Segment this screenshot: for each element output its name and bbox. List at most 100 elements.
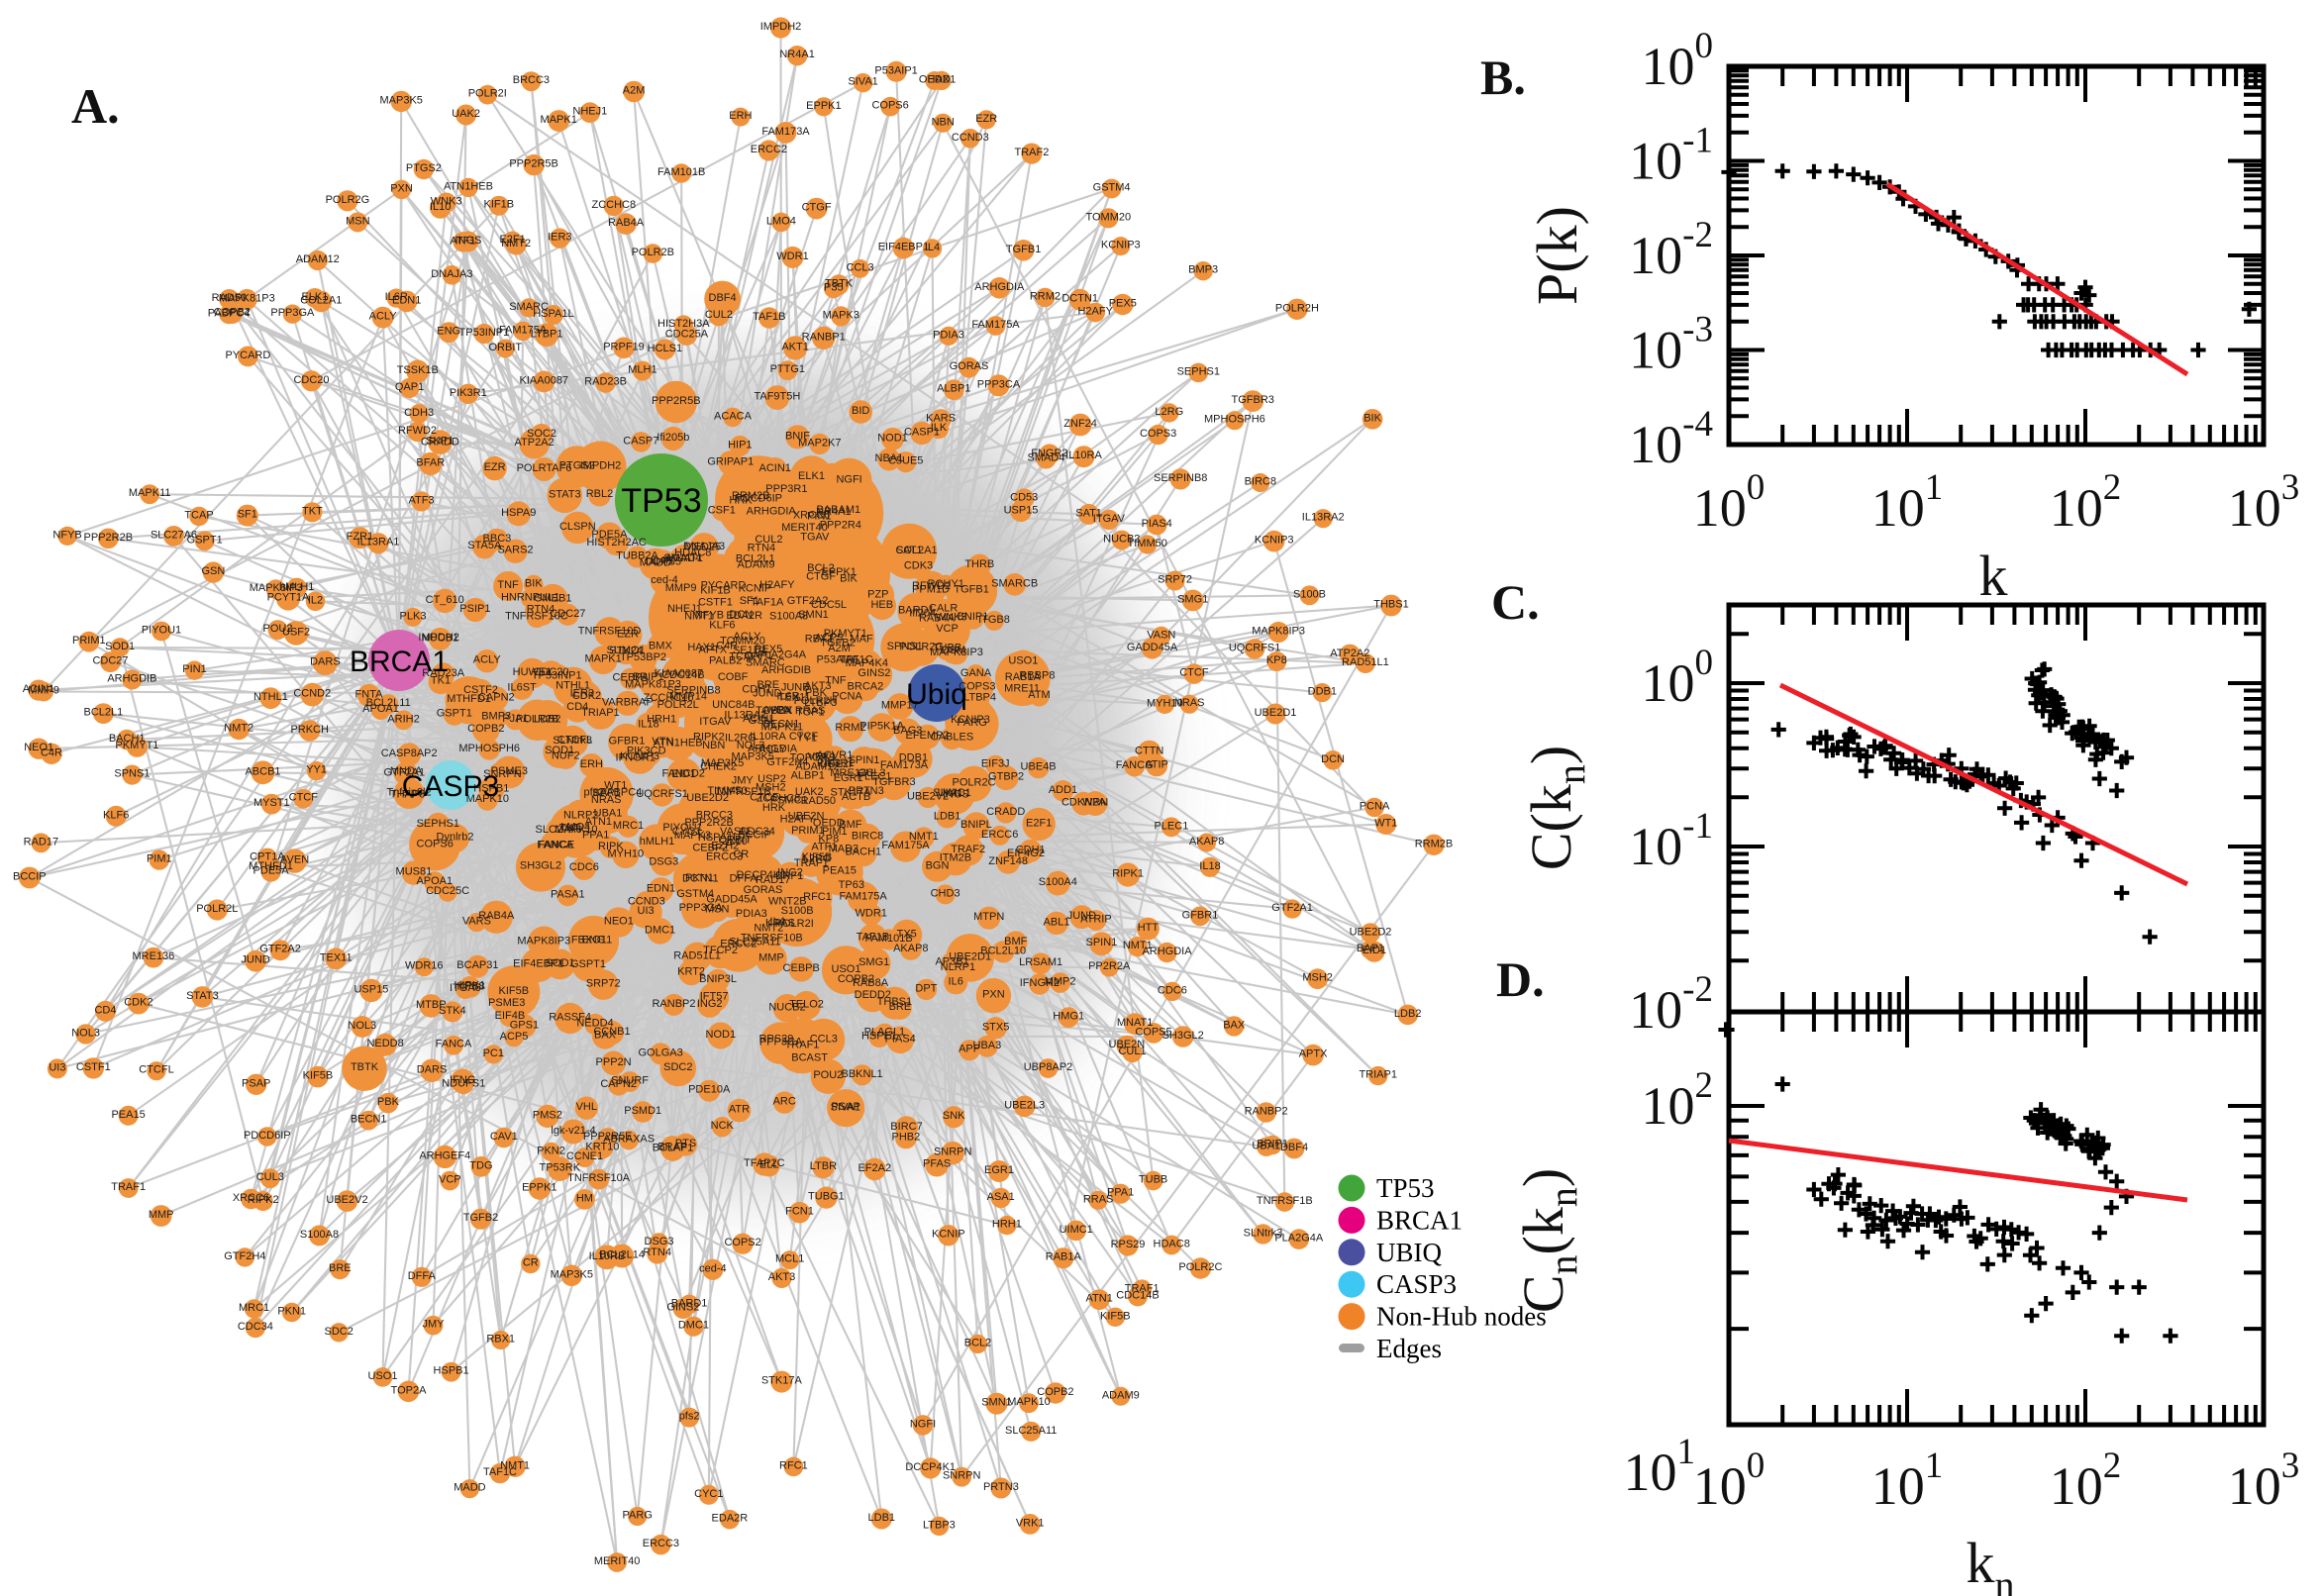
svg-text:PP2R2A: PP2R2A <box>1088 960 1131 972</box>
svg-text:MCL1: MCL1 <box>775 1253 804 1265</box>
svg-text:UQCRFS1: UQCRFS1 <box>1229 642 1281 653</box>
svg-text:ATF1: ATF1 <box>451 235 476 247</box>
svg-text:PIN1: PIN1 <box>182 663 206 675</box>
svg-text:IL6: IL6 <box>949 975 963 987</box>
svg-text:ABCB1: ABCB1 <box>245 765 280 777</box>
svg-text:DNAJA3: DNAJA3 <box>431 268 472 280</box>
svg-text:BAP1: BAP1 <box>1357 943 1384 954</box>
svg-text:YY1: YY1 <box>306 764 327 776</box>
svg-text:GFBR1: GFBR1 <box>1182 909 1219 921</box>
svg-text:ACP5: ACP5 <box>500 1031 529 1043</box>
svg-text:DBF4: DBF4 <box>709 292 737 304</box>
svg-text:ZNF24: ZNF24 <box>1063 418 1097 430</box>
svg-text:TGFB2: TGFB2 <box>463 1212 498 1224</box>
svg-text:BFAR: BFAR <box>416 457 445 469</box>
svg-text:SMG1: SMG1 <box>1177 593 1208 605</box>
svg-text:BRCA2: BRCA2 <box>848 680 884 692</box>
svg-text:TBTK: TBTK <box>825 278 854 290</box>
svg-text:RIPK1: RIPK1 <box>1112 868 1144 880</box>
svg-text:MAP4K4: MAP4K4 <box>846 657 888 669</box>
svg-text:MLH1: MLH1 <box>628 364 656 376</box>
svg-text:B.: B. <box>1480 50 1526 105</box>
svg-text:IL13RA1: IL13RA1 <box>357 537 400 549</box>
svg-text:LDB2: LDB2 <box>1394 1008 1422 1020</box>
svg-text:TGFB1: TGFB1 <box>1006 244 1041 255</box>
svg-text:RTN4: RTN4 <box>643 1247 671 1258</box>
svg-text:GORAS: GORAS <box>950 360 989 372</box>
svg-text:UBE2I: UBE2I <box>820 758 852 770</box>
svg-text:BCAP31: BCAP31 <box>456 959 498 971</box>
svg-text:KIF5B: KIF5B <box>1100 1310 1131 1322</box>
svg-text:PXN: PXN <box>390 183 413 195</box>
svg-text:ARHGDIB: ARHGDIB <box>107 673 156 685</box>
svg-text:BCL2L1: BCL2L1 <box>84 707 124 719</box>
svg-text:BCAST: BCAST <box>791 1052 828 1064</box>
svg-text:HEB: HEB <box>870 599 893 611</box>
svg-text:BACH1: BACH1 <box>109 733 146 745</box>
svg-text:TNFRSF1B: TNFRSF1B <box>1257 1195 1313 1207</box>
svg-text:WDR1: WDR1 <box>856 908 887 920</box>
svg-text:RANBP1: RANBP1 <box>802 331 846 343</box>
svg-text:DMC1: DMC1 <box>645 924 675 936</box>
svg-text:NEDD8: NEDD8 <box>366 1038 403 1049</box>
svg-text:GTBP2: GTBP2 <box>988 771 1024 783</box>
svg-text:HM: HM <box>576 1192 593 1204</box>
svg-text:STK24: STK24 <box>609 646 643 657</box>
svg-text:FAM175A: FAM175A <box>881 840 930 851</box>
svg-text:TNFRSF10D: TNFRSF10D <box>578 626 642 638</box>
svg-text:PXN: PXN <box>982 989 1005 1001</box>
svg-text:MYST1: MYST1 <box>253 797 290 809</box>
svg-text:CABLES: CABLES <box>931 731 973 743</box>
svg-text:ITGA6: ITGA6 <box>450 982 481 994</box>
svg-text:LTBP4: LTBP4 <box>963 691 996 703</box>
svg-text:TBTK: TBTK <box>351 1061 379 1073</box>
svg-text:LDB1: LDB1 <box>868 1512 896 1524</box>
svg-text:TAF1C: TAF1C <box>483 1466 517 1478</box>
svg-text:THBS1: THBS1 <box>1373 599 1408 611</box>
svg-text:TRAF2: TRAF2 <box>1014 147 1049 158</box>
svg-text:RAB8A: RAB8A <box>853 977 889 989</box>
svg-text:ELL: ELL <box>759 1158 779 1170</box>
svg-text:ARHGEF4: ARHGEF4 <box>419 1149 470 1161</box>
svg-text:CTTN: CTTN <box>1135 746 1163 757</box>
svg-text:SPNS1: SPNS1 <box>114 768 150 780</box>
svg-text:GSN: GSN <box>201 565 225 577</box>
svg-text:VARBRAP: VARBRAP <box>602 696 654 708</box>
svg-text:TCAP: TCAP <box>184 510 213 522</box>
svg-text:PIM1: PIM1 <box>147 853 172 865</box>
svg-text:MERIT40: MERIT40 <box>594 1555 640 1567</box>
svg-text:PKN1: PKN1 <box>685 872 714 884</box>
svg-text:KRAS: KRAS <box>765 918 795 930</box>
svg-text:PPP2R5B: PPP2R5B <box>509 158 558 170</box>
svg-text:BIK: BIK <box>840 573 858 585</box>
svg-text:STAT3: STAT3 <box>186 990 219 1002</box>
svg-text:CDK3: CDK3 <box>904 559 933 571</box>
svg-text:PDE10A: PDE10A <box>688 1084 731 1096</box>
svg-text:MAPK11: MAPK11 <box>129 487 171 499</box>
svg-text:CD4: CD4 <box>94 1004 116 1016</box>
svg-text:ced-4: ced-4 <box>651 574 678 586</box>
svg-text:MRC1: MRC1 <box>613 820 644 832</box>
svg-text:PALB2: PALB2 <box>709 655 742 667</box>
svg-text:FAM173A: FAM173A <box>761 126 810 138</box>
svg-text:MSN: MSN <box>705 903 730 915</box>
svg-text:CDC34: CDC34 <box>238 1321 273 1333</box>
svg-text:EDN1: EDN1 <box>392 294 421 306</box>
svg-text:TRIAP1: TRIAP1 <box>581 707 620 719</box>
svg-text:TGFBR3: TGFBR3 <box>1231 394 1273 406</box>
svg-text:USP15: USP15 <box>354 983 388 995</box>
svg-text:IL2RG: IL2RG <box>725 732 757 744</box>
svg-text:POLR2H: POLR2H <box>1275 302 1319 314</box>
svg-text:COPB2: COPB2 <box>467 723 504 735</box>
svg-text:MRE136: MRE136 <box>133 950 175 962</box>
svg-text:MAD3: MAD3 <box>829 844 859 855</box>
svg-text:MAPK8IP3: MAPK8IP3 <box>1252 626 1305 638</box>
svg-text:BRCA1: BRCA1 <box>1376 1205 1463 1235</box>
svg-text:IFT57: IFT57 <box>700 990 729 1002</box>
svg-text:NEO1: NEO1 <box>24 742 53 753</box>
svg-text:MAPK10: MAPK10 <box>1007 1396 1050 1408</box>
svg-text:MAPK3: MAPK3 <box>823 309 859 321</box>
svg-text:UBP8AP2: UBP8AP2 <box>1024 1061 1073 1073</box>
svg-text:CCND3: CCND3 <box>628 896 665 908</box>
svg-text:PFAS: PFAS <box>923 1158 951 1170</box>
